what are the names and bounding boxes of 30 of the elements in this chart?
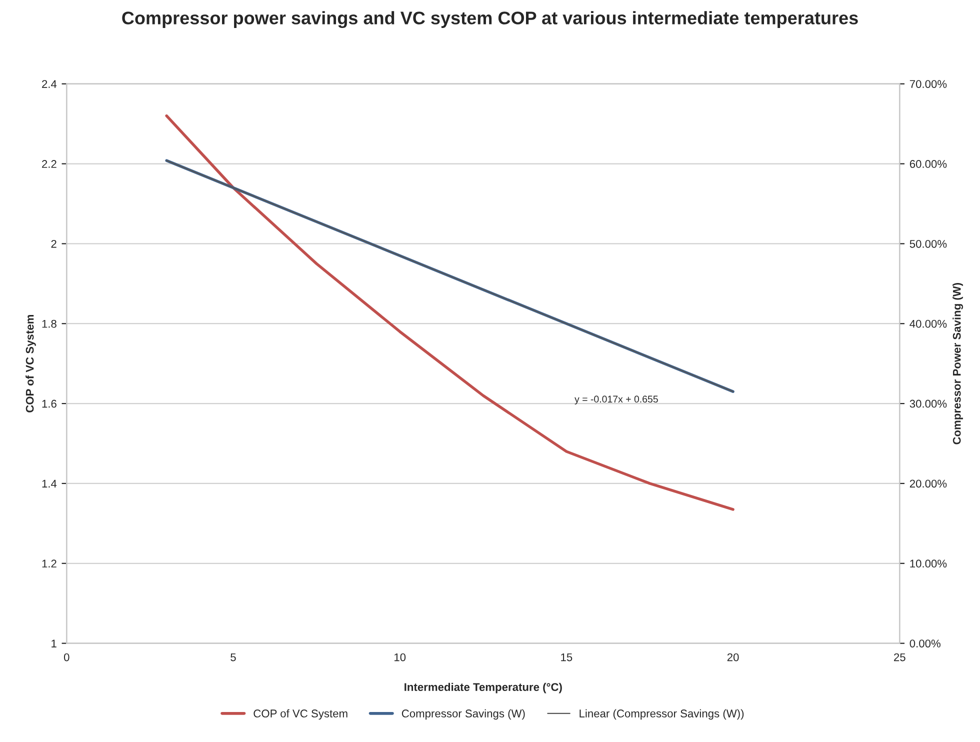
y2-tick-label: 50.00% (910, 240, 947, 248)
chart-title: Compressor power savings and VC system COP at various intermediate temperatures (122, 11, 858, 28)
x-tick-label: 20 (727, 653, 739, 662)
x-axis-title: Intermediate Temperature (°C) (404, 682, 562, 694)
y2-tick-label: 20.00% (910, 480, 947, 488)
x-tick-label: 5 (230, 653, 236, 662)
y2-tick-label: 40.00% (910, 320, 947, 328)
y2-axis-title: Compressor Power Saving (W) (952, 282, 964, 444)
legend-label: Compressor Savings (W) (402, 709, 525, 720)
y-tick-label: 1.6 (42, 400, 56, 408)
y-axis-title: COP of VC System (26, 314, 36, 412)
y-tick-label: 1 (52, 640, 56, 648)
y-tick-label: 2.2 (42, 160, 56, 168)
y2-tick-label: 30.00% (910, 400, 947, 408)
y-tick-label: 1.4 (42, 480, 57, 488)
y2-tick-label: 10.00% (910, 560, 947, 568)
y-tick-label: 1.2 (42, 560, 56, 568)
y-tick-label: 2.4 (42, 80, 57, 88)
x-tick-label: 15 (561, 653, 572, 662)
x-tick-label: 0 (64, 653, 70, 662)
y-tick-label: 1.8 (42, 320, 56, 328)
y2-tick-label: 70.00% (910, 80, 947, 88)
y-tick-label: 2 (51, 240, 56, 248)
y2-tick-label: 60.00% (910, 160, 947, 168)
legend-label: COP of VC System (254, 709, 348, 720)
legend-label: Linear (Compressor Savings (W)) (580, 709, 744, 720)
x-tick-label: 10 (394, 653, 406, 662)
annotation: y = -0.017x + 0.655 (574, 396, 658, 404)
x-tick-label: 25 (894, 653, 906, 662)
y2-tick-label: 0.00% (910, 640, 940, 648)
